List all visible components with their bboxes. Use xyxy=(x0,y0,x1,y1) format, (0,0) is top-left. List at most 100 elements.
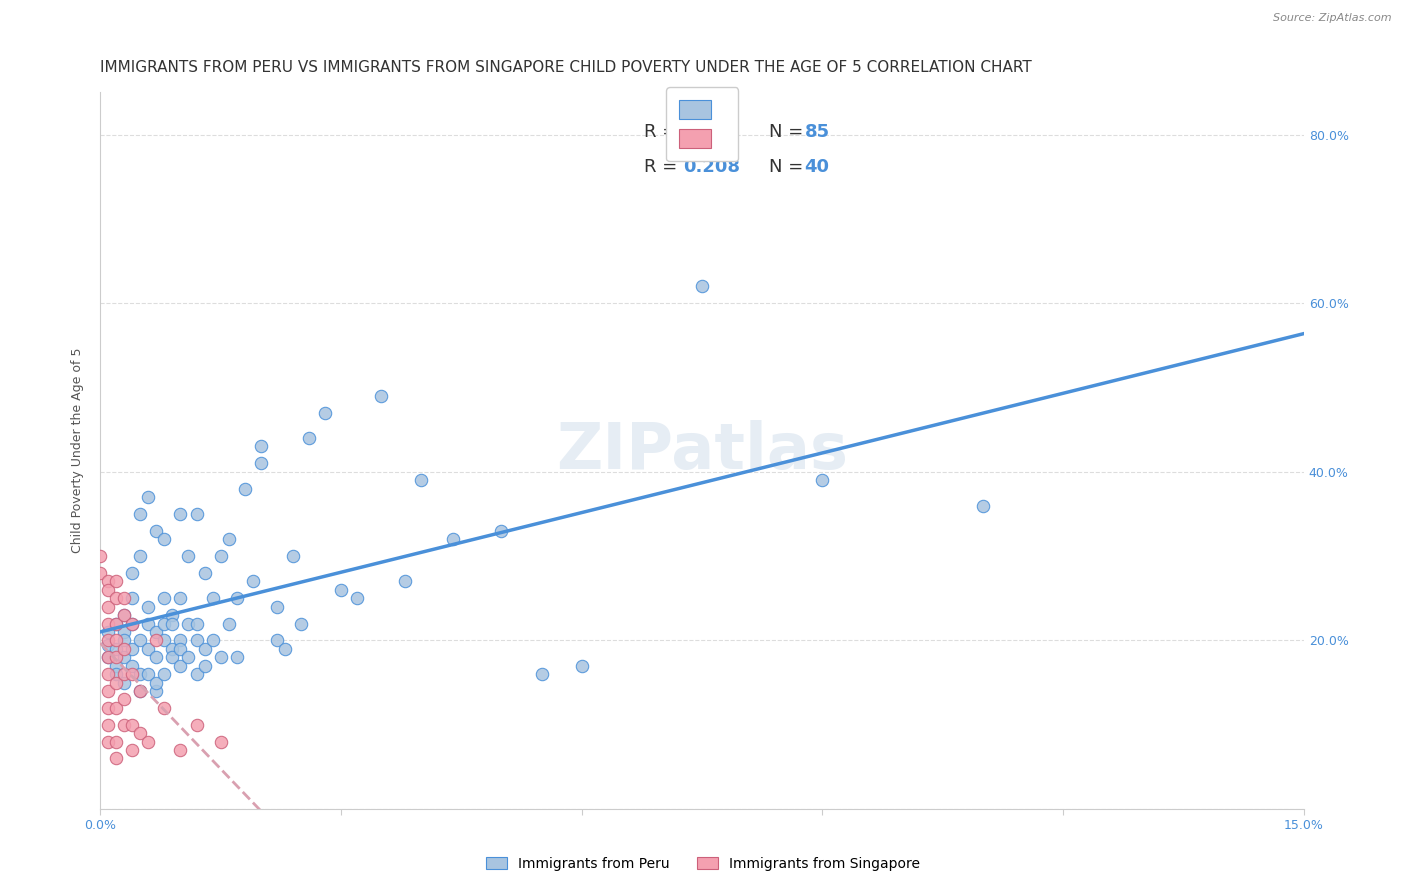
Text: N =: N = xyxy=(769,122,810,141)
Point xyxy=(249,456,271,470)
Point xyxy=(201,633,224,648)
Point xyxy=(571,658,593,673)
Legend: , : , xyxy=(666,87,738,161)
Point xyxy=(169,658,191,673)
Point xyxy=(145,675,167,690)
Point xyxy=(138,616,160,631)
Point xyxy=(346,591,368,606)
Point xyxy=(105,658,128,673)
Text: R =: R = xyxy=(644,159,683,177)
Point xyxy=(242,574,264,589)
Point xyxy=(162,641,184,656)
Point xyxy=(121,616,143,631)
Point xyxy=(138,734,160,748)
Point xyxy=(153,701,176,715)
Point xyxy=(162,616,184,631)
Point xyxy=(394,574,416,589)
Point xyxy=(209,549,232,563)
Point xyxy=(121,658,143,673)
Point xyxy=(129,684,152,698)
Point xyxy=(112,650,135,665)
Point xyxy=(89,566,111,580)
Point xyxy=(218,616,240,631)
Point xyxy=(138,641,160,656)
Point xyxy=(129,633,152,648)
Point xyxy=(145,633,167,648)
Point xyxy=(97,599,120,614)
Point xyxy=(274,641,297,656)
Point xyxy=(97,633,120,648)
Point xyxy=(121,591,143,606)
Point xyxy=(186,667,208,681)
Point xyxy=(121,667,143,681)
Point xyxy=(169,633,191,648)
Point xyxy=(112,633,135,648)
Point xyxy=(370,389,392,403)
Point xyxy=(193,641,215,656)
Point xyxy=(105,650,128,665)
Point xyxy=(281,549,304,563)
Point xyxy=(690,279,713,293)
Text: Source: ZipAtlas.com: Source: ZipAtlas.com xyxy=(1274,13,1392,23)
Point xyxy=(121,641,143,656)
Point xyxy=(209,650,232,665)
Point xyxy=(177,549,200,563)
Point xyxy=(162,650,184,665)
Point xyxy=(97,624,120,639)
Point xyxy=(121,616,143,631)
Point xyxy=(112,591,135,606)
Point xyxy=(97,650,120,665)
Point xyxy=(105,616,128,631)
Legend: Immigrants from Peru, Immigrants from Singapore: Immigrants from Peru, Immigrants from Si… xyxy=(481,851,925,876)
Point xyxy=(105,751,128,765)
Point xyxy=(209,734,232,748)
Point xyxy=(105,667,128,681)
Point xyxy=(112,675,135,690)
Point xyxy=(112,608,135,623)
Point xyxy=(97,616,120,631)
Point xyxy=(169,591,191,606)
Point xyxy=(112,667,135,681)
Point xyxy=(105,734,128,748)
Point xyxy=(411,473,433,487)
Point xyxy=(112,641,135,656)
Point xyxy=(153,533,176,547)
Y-axis label: Child Poverty Under the Age of 5: Child Poverty Under the Age of 5 xyxy=(72,348,84,553)
Point xyxy=(138,490,160,504)
Point xyxy=(138,599,160,614)
Point xyxy=(298,431,321,445)
Point xyxy=(218,533,240,547)
Point xyxy=(330,582,353,597)
Point xyxy=(193,658,215,673)
Text: ZIPatlas: ZIPatlas xyxy=(557,420,848,482)
Point xyxy=(266,599,288,614)
Point xyxy=(153,633,176,648)
Point xyxy=(129,549,152,563)
Point xyxy=(169,743,191,757)
Point xyxy=(145,624,167,639)
Point xyxy=(290,616,312,631)
Point xyxy=(491,524,513,538)
Point xyxy=(129,684,152,698)
Point xyxy=(186,717,208,731)
Point xyxy=(105,641,128,656)
Point xyxy=(314,406,336,420)
Point xyxy=(138,667,160,681)
Point xyxy=(97,667,120,681)
Point xyxy=(266,633,288,648)
Point xyxy=(121,743,143,757)
Point xyxy=(97,650,120,665)
Point xyxy=(121,717,143,731)
Point xyxy=(129,507,152,521)
Point xyxy=(233,482,256,496)
Text: IMMIGRANTS FROM PERU VS IMMIGRANTS FROM SINGAPORE CHILD POVERTY UNDER THE AGE OF: IMMIGRANTS FROM PERU VS IMMIGRANTS FROM … xyxy=(100,60,1032,75)
Point xyxy=(162,608,184,623)
Text: R =: R = xyxy=(644,122,683,141)
Point xyxy=(530,667,553,681)
Point xyxy=(105,591,128,606)
Text: 0.519: 0.519 xyxy=(683,122,740,141)
Point xyxy=(153,591,176,606)
Point xyxy=(177,616,200,631)
Point xyxy=(97,574,120,589)
Point xyxy=(112,608,135,623)
